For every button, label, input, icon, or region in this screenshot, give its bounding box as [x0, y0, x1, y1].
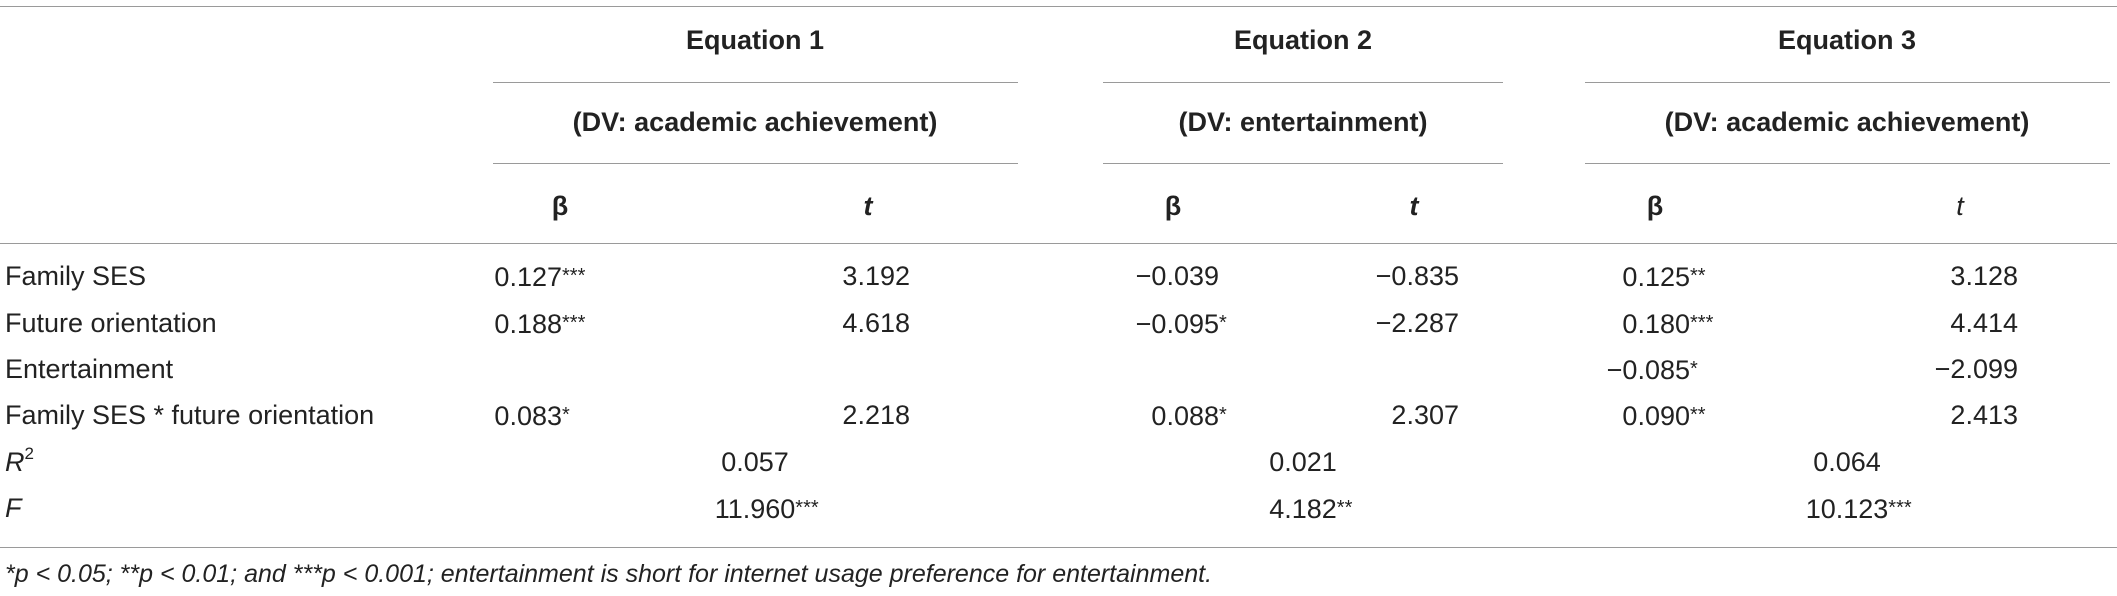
cell-value: 0.021: [1269, 447, 1337, 477]
cell-value: 2.413: [1950, 400, 2018, 430]
significance-stars: *: [1690, 358, 1698, 380]
r-squared-value: 0.021: [1269, 446, 1337, 478]
eq3-beta-header: β: [1646, 191, 1664, 221]
cell-value: 0.090: [1622, 401, 1690, 431]
f-value: 10.123***: [1806, 492, 1912, 525]
significance-stars: ***: [795, 497, 819, 519]
row-label-r-squared: R2: [5, 444, 34, 478]
table-footnote: *p < 0.05; **p < 0.01; and ***p < 0.001;…: [5, 560, 1213, 588]
top-rule: [0, 6, 2117, 7]
cell-value: −0.085: [1606, 355, 1690, 385]
cell-value: −0.095: [1135, 309, 1219, 339]
eq1-title-rule: [493, 82, 1018, 83]
table-cell: 2.307: [1391, 399, 1459, 431]
eq1-dv: (DV: academic achievement): [572, 107, 938, 137]
eq2-title-rule: [1103, 82, 1503, 83]
table-bottom-rule: [0, 547, 2117, 548]
cell-value: 0.188: [494, 309, 562, 339]
cell-value: 3.128: [1950, 261, 2018, 291]
r-squared-value: 0.057: [721, 446, 789, 478]
significance-stars: ***: [1888, 497, 1912, 519]
significance-stars: ***: [1690, 312, 1714, 334]
cell-value: 0.088: [1151, 401, 1219, 431]
table-cell: −0.039: [1136, 260, 1219, 292]
significance-stars: **: [1690, 265, 1706, 287]
table-cell: 3.128: [1950, 260, 2018, 292]
table-cell: 0.180***: [1622, 307, 1713, 340]
table-cell: −0.095*: [1136, 307, 1227, 340]
f-value: 4.182**: [1269, 492, 1352, 525]
significance-stars: *: [1219, 312, 1227, 334]
significance-stars: **: [1336, 497, 1353, 519]
row-label-family-ses: Family SES: [5, 261, 147, 291]
table-cell: 3.192: [842, 260, 910, 292]
eq1-t-header: t: [863, 191, 873, 221]
eq2-beta-header: β: [1164, 191, 1182, 221]
cell-value: −2.287: [1375, 308, 1459, 338]
table-cell: 0.090**: [1622, 399, 1705, 432]
r-squared-base: R: [5, 447, 25, 477]
r-squared-value: 0.064: [1813, 446, 1881, 478]
table-cell: 0.188***: [494, 307, 585, 340]
cell-value: −2.099: [1934, 354, 2018, 384]
table-cell: 0.088*: [1151, 399, 1226, 432]
table-cell: −0.085*: [1607, 353, 1698, 386]
eq1-dv-rule: [493, 163, 1018, 164]
significance-stars: *: [1219, 404, 1227, 426]
row-label-entertainment: Entertainment: [5, 354, 174, 384]
table-cell: 0.083*: [494, 399, 569, 432]
significance-stars: ***: [562, 312, 586, 334]
cell-value: 0.064: [1813, 447, 1881, 477]
significance-stars: *: [562, 404, 570, 426]
eq3-dv-rule: [1585, 163, 2110, 164]
f-value: 11.960***: [715, 492, 819, 525]
table-cell: 4.414: [1950, 307, 2018, 339]
table-cell: −0.835: [1376, 260, 1459, 292]
table-cell: 0.125**: [1622, 260, 1705, 293]
cell-value: 0.127: [494, 262, 562, 292]
cell-value: 2.307: [1391, 400, 1459, 430]
eq3-title-rule: [1585, 82, 2110, 83]
eq2-t-header: t: [1409, 191, 1419, 221]
table-cell: 0.127***: [494, 260, 585, 293]
table-cell: −2.287: [1376, 307, 1459, 339]
table-cell: 2.218: [842, 399, 910, 431]
cell-value: 4.414: [1950, 308, 2018, 338]
cell-value: 2.218: [842, 400, 910, 430]
eq1-title: Equation 1: [685, 25, 825, 55]
cell-value: −0.039: [1135, 261, 1219, 291]
table-cell: 2.413: [1950, 399, 2018, 431]
cell-value: 11.960: [714, 494, 796, 524]
eq3-dv: (DV: academic achievement): [1664, 107, 2030, 137]
cell-value: 4.182: [1269, 494, 1337, 524]
table-cell: −2.099: [1935, 353, 2018, 385]
row-label-future-orientation: Future orientation: [5, 308, 217, 338]
eq2-dv-rule: [1103, 163, 1503, 164]
table-cell: 4.618: [842, 307, 910, 339]
cell-value: 0.180: [1622, 309, 1690, 339]
eq1-beta-header: β: [551, 191, 569, 221]
eq2-dv: (DV: entertainment): [1178, 107, 1428, 137]
cell-value: 0.057: [721, 447, 789, 477]
cell-value: 10.123: [1805, 494, 1889, 524]
significance-stars: ***: [562, 265, 586, 287]
cell-value: 0.125: [1622, 262, 1690, 292]
eq3-t-header: t: [1956, 191, 1964, 221]
cell-value: 0.083: [494, 401, 562, 431]
eq3-title: Equation 3: [1777, 25, 1917, 55]
row-label-f: F: [5, 493, 22, 523]
significance-stars: **: [1690, 404, 1706, 426]
cell-value: 4.618: [842, 308, 910, 338]
cell-value: −0.835: [1375, 261, 1459, 291]
eq2-title: Equation 2: [1233, 25, 1373, 55]
r-squared-exponent: 2: [24, 444, 34, 463]
row-label-interaction: Family SES * future orientation: [5, 400, 375, 430]
cell-value: 3.192: [842, 261, 910, 291]
header-bottom-rule: [0, 243, 2117, 244]
